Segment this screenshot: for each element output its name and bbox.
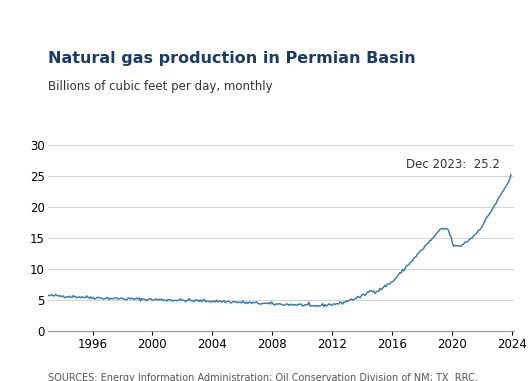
Text: Natural gas production in Permian Basin: Natural gas production in Permian Basin: [48, 51, 416, 66]
Text: Billions of cubic feet per day, monthly: Billions of cubic feet per day, monthly: [48, 80, 272, 93]
Text: SOURCES: Energy Information Administration; Oil Conservation Division of NM; TX : SOURCES: Energy Information Administrati…: [48, 373, 478, 381]
Text: Dec 2023:  25.2: Dec 2023: 25.2: [406, 158, 500, 171]
